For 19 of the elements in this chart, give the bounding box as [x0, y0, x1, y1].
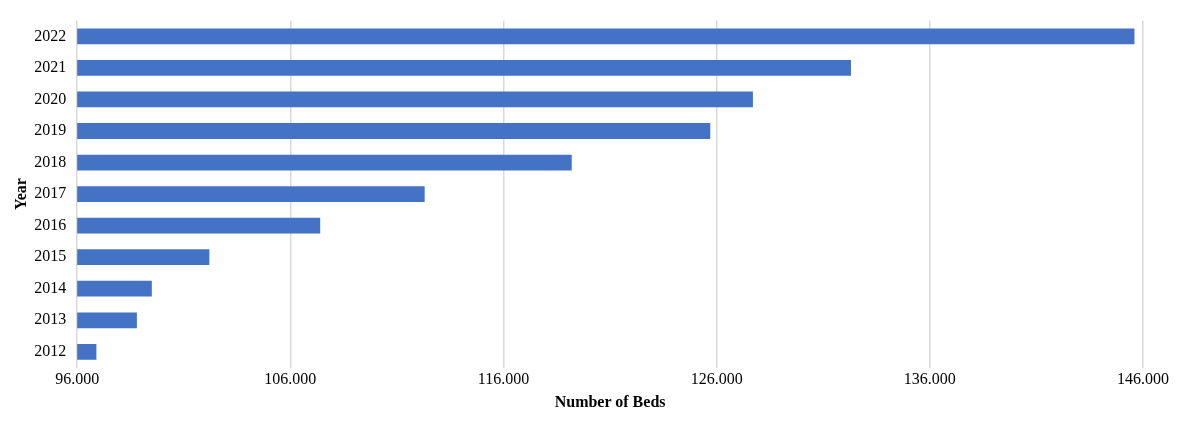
- x-tick-label: 106.000: [264, 370, 317, 388]
- y-tick-label: 2019: [34, 121, 67, 139]
- y-tick-label: 2016: [34, 215, 67, 233]
- y-tick-label: 2022: [34, 26, 67, 44]
- x-tick-label: 136.000: [903, 370, 956, 388]
- x-tick-label: 116.000: [477, 370, 530, 388]
- y-axis-title: Year: [11, 178, 29, 211]
- x-tick-label: 126.000: [690, 370, 743, 388]
- y-tick-label: 2013: [34, 310, 67, 328]
- y-tick-label: 2014: [34, 278, 67, 296]
- y-tick-label: 2018: [34, 152, 67, 170]
- x-axis-title: Number of Beds: [554, 392, 666, 410]
- y-tick-label: 2021: [34, 58, 67, 76]
- x-tick-label: 96.000: [55, 370, 100, 388]
- y-tick-label: 2015: [34, 247, 67, 265]
- x-tick-label: 146.000: [1117, 370, 1169, 388]
- y-tick-label: 2017: [34, 184, 67, 202]
- y-tick-label: 2012: [34, 342, 67, 360]
- y-tick-label: 2020: [34, 89, 67, 107]
